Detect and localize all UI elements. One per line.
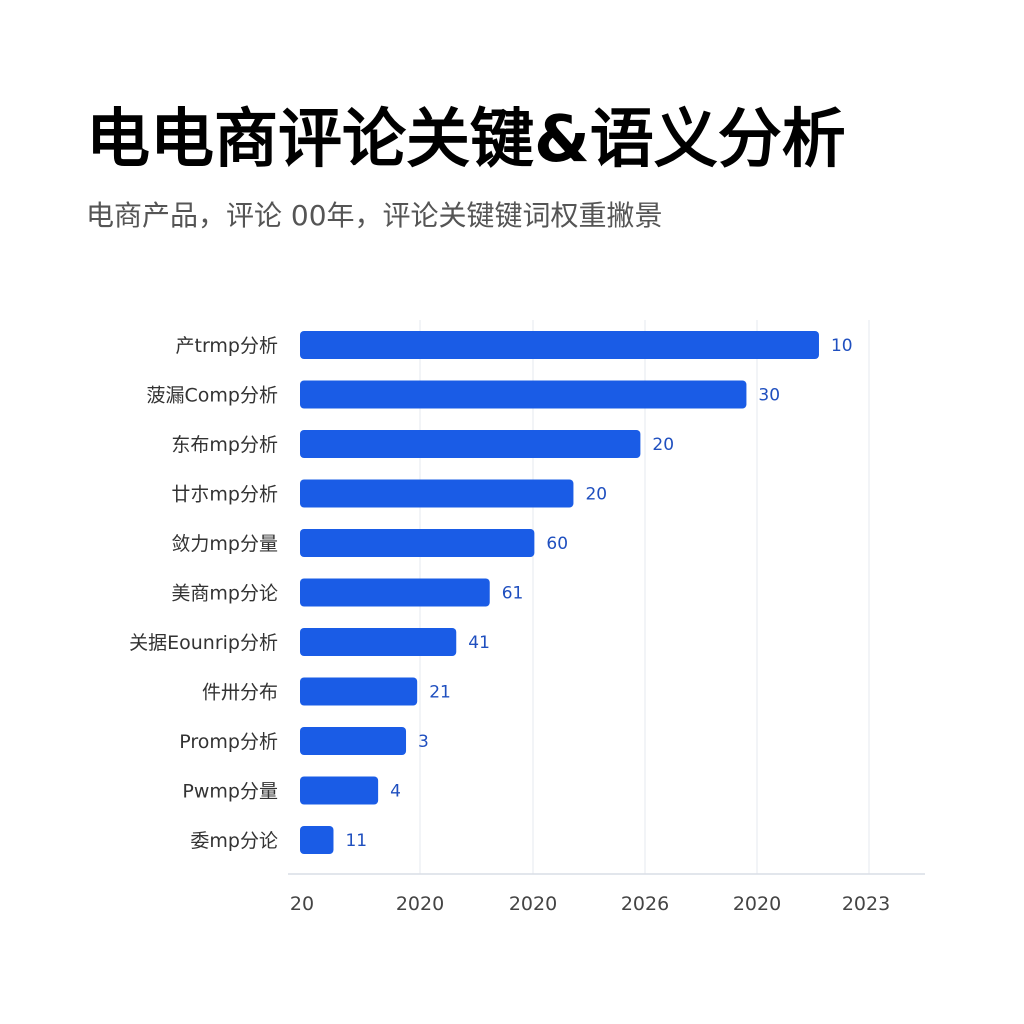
bar <box>300 529 535 557</box>
bar <box>300 727 407 755</box>
value-label: 20 <box>585 485 607 505</box>
category-label: 件卅分布 <box>202 682 278 704</box>
category-label: 产trmp分析 <box>176 335 279 357</box>
value-label: 60 <box>546 534 568 554</box>
category-label: Promp分析 <box>179 731 278 753</box>
bar <box>300 380 747 409</box>
category-label: 敛力mp分量 <box>171 533 278 555</box>
value-label: 20 <box>652 435 674 455</box>
x-tick-label: 2020 <box>509 893 557 915</box>
value-label: 41 <box>468 633 490 653</box>
category-label: 菠漏Comp分析 <box>147 385 278 407</box>
bar <box>300 479 574 508</box>
bar <box>300 677 418 706</box>
value-labels: 10 30 20 20 60 61 41 21 3 4 11 <box>345 336 852 851</box>
category-label: 廿朩mp分析 <box>171 484 278 506</box>
x-tick-label: 2020 <box>396 893 444 915</box>
bars <box>300 331 819 854</box>
category-label: 东布mp分析 <box>171 434 278 456</box>
category-label: Pwmp分量 <box>182 781 278 803</box>
value-label: 11 <box>345 831 367 851</box>
category-labels: 产trmp分析菠漏Comp分析东布mp分析廿朩mp分析敛力mp分量美商mp分论关… <box>129 335 278 852</box>
chart-subtitle: 电商产品，评论 00年，评论关键键词权重撇景 <box>86 199 663 232</box>
x-tick-label: 2020 <box>733 893 781 915</box>
chart-title: 电电商评论关键&语义分析 <box>86 103 846 177</box>
x-tick-labels: 20 2020 2020 2026 2020 2023 <box>290 893 890 915</box>
category-label: 委mp分论 <box>190 830 278 852</box>
value-label: 21 <box>429 683 451 703</box>
x-tick-label: 20 <box>290 893 314 915</box>
bar <box>300 628 457 656</box>
bar <box>300 826 334 854</box>
bar <box>300 430 641 458</box>
bar <box>300 331 819 359</box>
value-label: 30 <box>758 386 780 406</box>
bar <box>300 578 490 607</box>
category-label: 关据Eounrip分析 <box>129 632 278 654</box>
value-label: 10 <box>831 336 853 356</box>
x-tick-label: 2026 <box>621 893 669 915</box>
value-label: 61 <box>502 584 524 604</box>
bar <box>300 776 379 805</box>
value-label: 3 <box>418 732 429 752</box>
x-tick-label: 2023 <box>842 893 890 915</box>
value-label: 4 <box>390 782 401 802</box>
category-label: 美商mp分论 <box>171 583 278 605</box>
